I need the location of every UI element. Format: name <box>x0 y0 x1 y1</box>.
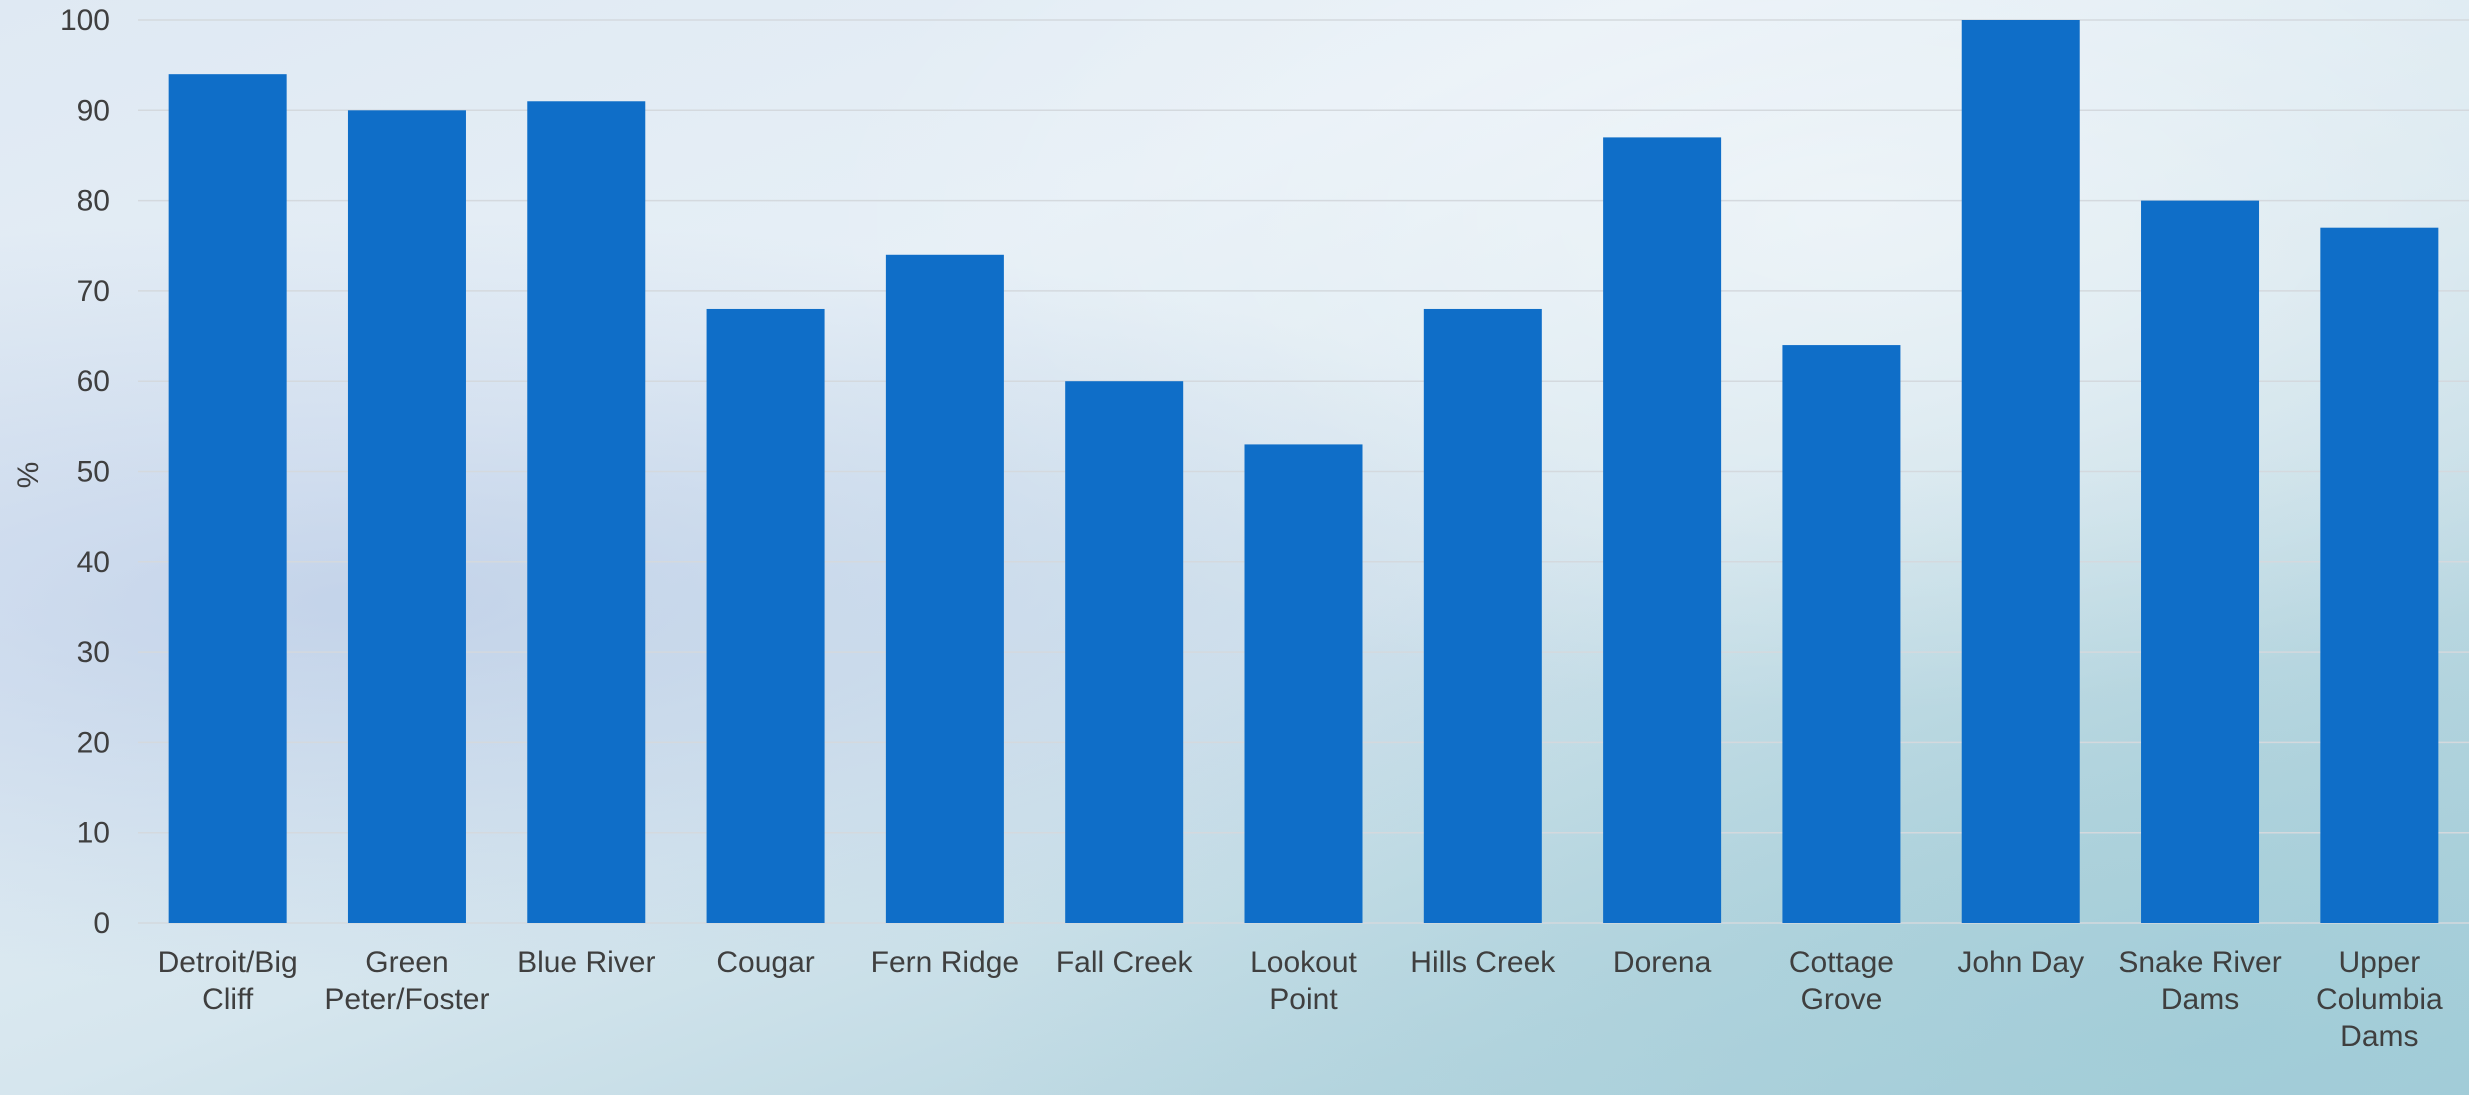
bar <box>348 110 466 923</box>
y-tick-label: 60 <box>77 365 110 398</box>
x-tick-label: Detroit/Big Cliff <box>158 946 298 1016</box>
x-tick-label-line: Dams <box>2161 983 2239 1016</box>
y-tick-label: 0 <box>93 907 110 940</box>
x-tick-label-line: Lookout <box>1250 946 1357 979</box>
x-tick-label: Green Peter/Foster <box>324 946 489 1016</box>
x-tick-label: Hills Creek <box>1410 946 1556 979</box>
x-tick-label-line: Point <box>1269 983 1338 1016</box>
y-axis-title: % <box>12 462 45 489</box>
x-tick-label: Upper Columbia Dams <box>2316 946 2443 1053</box>
x-tick-label-line: Dams <box>2340 1020 2418 1053</box>
y-tick-label: 10 <box>77 817 110 850</box>
y-tick-label: 40 <box>77 546 110 579</box>
x-tick-label: Lookout Point <box>1250 946 1357 1016</box>
bar <box>169 74 287 923</box>
bar <box>1603 137 1721 923</box>
y-tick-label: 30 <box>77 636 110 669</box>
x-tick-label-line: Peter/Foster <box>324 983 489 1016</box>
bar <box>886 255 1004 923</box>
y-axis-ticks: 0 10 20 30 40 50 60 70 80 90 100 <box>60 4 110 940</box>
bar <box>527 101 645 923</box>
x-tick-label-line: Hills Creek <box>1410 946 1556 979</box>
x-tick-label-line: John Day <box>1957 946 2084 979</box>
x-tick-label: Cougar <box>716 946 814 979</box>
bar <box>1782 345 1900 923</box>
y-tick-label: 50 <box>77 456 110 489</box>
bar <box>707 309 825 923</box>
y-tick-label: 90 <box>77 94 110 127</box>
x-tick-label-line: Blue River <box>517 946 655 979</box>
x-tick-label-line: Upper <box>2338 946 2420 979</box>
x-tick-label: John Day <box>1957 946 2084 979</box>
x-tick-label-line: Green <box>365 946 448 979</box>
y-tick-label: 100 <box>60 4 110 37</box>
x-tick-label: Fall Creek <box>1056 946 1194 979</box>
x-tick-label-line: Detroit/Big <box>158 946 298 979</box>
bar <box>1065 381 1183 923</box>
x-tick-label-line: Cottage <box>1789 946 1894 979</box>
x-axis-ticks: Detroit/Big Cliff Green Peter/Foster Blue Ri… <box>158 946 2443 1053</box>
x-tick-label-line: Cougar <box>716 946 814 979</box>
bar <box>2320 228 2438 923</box>
x-tick-label-line: Cliff <box>202 983 254 1016</box>
x-tick-label-line: Snake River <box>2118 946 2281 979</box>
x-tick-label: Cottage Grove <box>1789 946 1894 1016</box>
bar <box>1424 309 1542 923</box>
bar <box>2141 201 2259 923</box>
x-tick-label-line: Fall Creek <box>1056 946 1194 979</box>
x-tick-label: Snake River Dams <box>2118 946 2281 1016</box>
x-tick-label: Fern Ridge <box>871 946 1019 979</box>
x-tick-label-line: Fern Ridge <box>871 946 1019 979</box>
x-tick-label: Dorena <box>1613 946 1712 979</box>
bar <box>1245 444 1363 923</box>
x-tick-label-line: Dorena <box>1613 946 1712 979</box>
y-tick-label: 80 <box>77 185 110 218</box>
x-tick-label-line: Grove <box>1801 983 1883 1016</box>
x-tick-label: Blue River <box>517 946 655 979</box>
y-tick-label: 20 <box>77 726 110 759</box>
bar <box>1962 20 2080 923</box>
x-tick-label-line: Columbia <box>2316 983 2443 1016</box>
y-tick-label: 70 <box>77 275 110 308</box>
